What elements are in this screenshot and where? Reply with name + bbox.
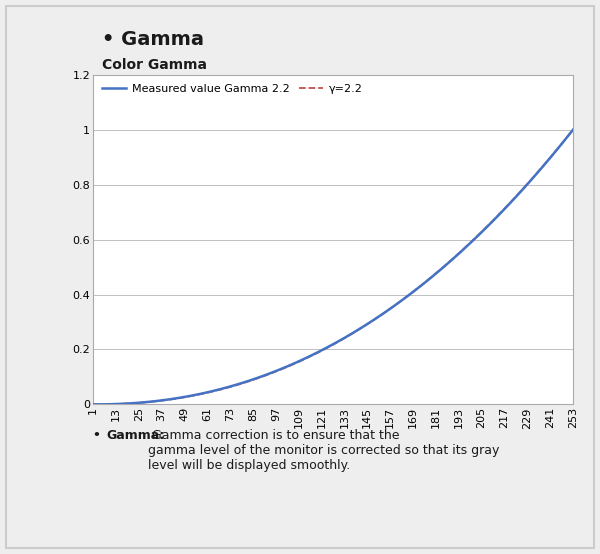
Text: Gamma correction is to ensure that the
gamma level of the monitor is corrected s: Gamma correction is to ensure that the g… <box>148 429 500 473</box>
Legend: Measured value Gamma 2.2, γ=2.2: Measured value Gamma 2.2, γ=2.2 <box>98 80 366 97</box>
Text: • Gamma: • Gamma <box>102 30 204 49</box>
Text: •: • <box>93 429 105 442</box>
Text: Color Gamma: Color Gamma <box>102 58 207 72</box>
Text: Gamma:: Gamma: <box>106 429 164 442</box>
